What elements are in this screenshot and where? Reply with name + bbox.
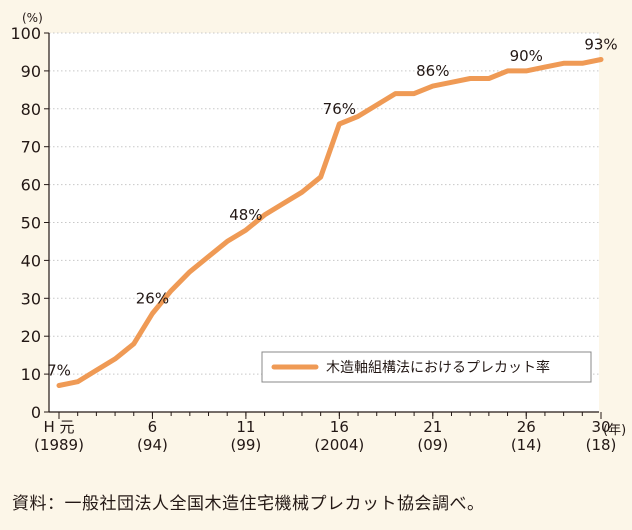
legend-label: 木造軸組構法におけるプレカット率 [326,359,550,376]
source-note: 資料：一般社団法人全国木造住宅機械プレカット協会調べ。 [12,494,485,514]
y-tick-label: 90 [21,62,41,81]
x-tick-sublabel: (99) [230,436,261,454]
x-tick-sublabel: (14) [511,436,542,454]
y-tick-label: 80 [21,100,41,119]
y-tick-label: 10 [21,365,41,384]
x-tick-label: 30 [591,418,610,436]
data-labels: 7% 26% 48% 76% 86% 90% 93% [47,36,618,380]
x-tick-sublabel: (1989) [34,436,84,454]
x-tick-label: 16 [330,418,349,436]
x-tick-label: 21 [423,418,442,436]
axes: 0 10 20 30 40 50 60 70 80 90 100(%) H 元(1989) 6(94) 1… [10,11,626,454]
legend: 木造軸組構法におけるプレカット率 [261,351,592,383]
x-tick-sublabel: (2004) [314,436,364,454]
x-tick-label: H 元 [43,418,74,436]
y-tick-label: 70 [21,138,41,157]
y-tick-label: 40 [21,251,41,270]
y-tick-label: 100 [10,24,41,43]
data-label: 48% [229,206,262,224]
data-label: 26% [136,289,169,307]
x-unit-label: (年) [603,423,626,438]
data-label: 86% [416,62,449,80]
series-line [56,57,604,388]
y-tick-label: 30 [21,289,41,308]
y-tick-label: 0 [31,403,41,422]
x-tick-sublabel: (18) [586,436,617,454]
data-label: 90% [510,47,543,65]
x-tick-sublabel: (94) [137,436,168,454]
y-tick-label: 50 [21,214,41,233]
x-tick-sublabel: (09) [417,436,448,454]
y-unit-label: (%) [22,11,43,25]
plot-area [49,33,599,412]
data-label: 7% [47,361,71,379]
line-chart: 0 10 20 30 40 50 60 70 80 90 100(%) H 元(1989) 6(94) 1… [10,11,626,454]
data-label: 76% [323,100,356,118]
x-tick-label: 11 [236,418,255,436]
y-tick-label: 60 [21,176,41,195]
x-tick-label: 26 [517,418,536,436]
y-tick-label: 20 [21,327,41,346]
data-label: 93% [584,36,617,54]
x-tick-label: 6 [148,418,158,436]
series [56,57,604,388]
